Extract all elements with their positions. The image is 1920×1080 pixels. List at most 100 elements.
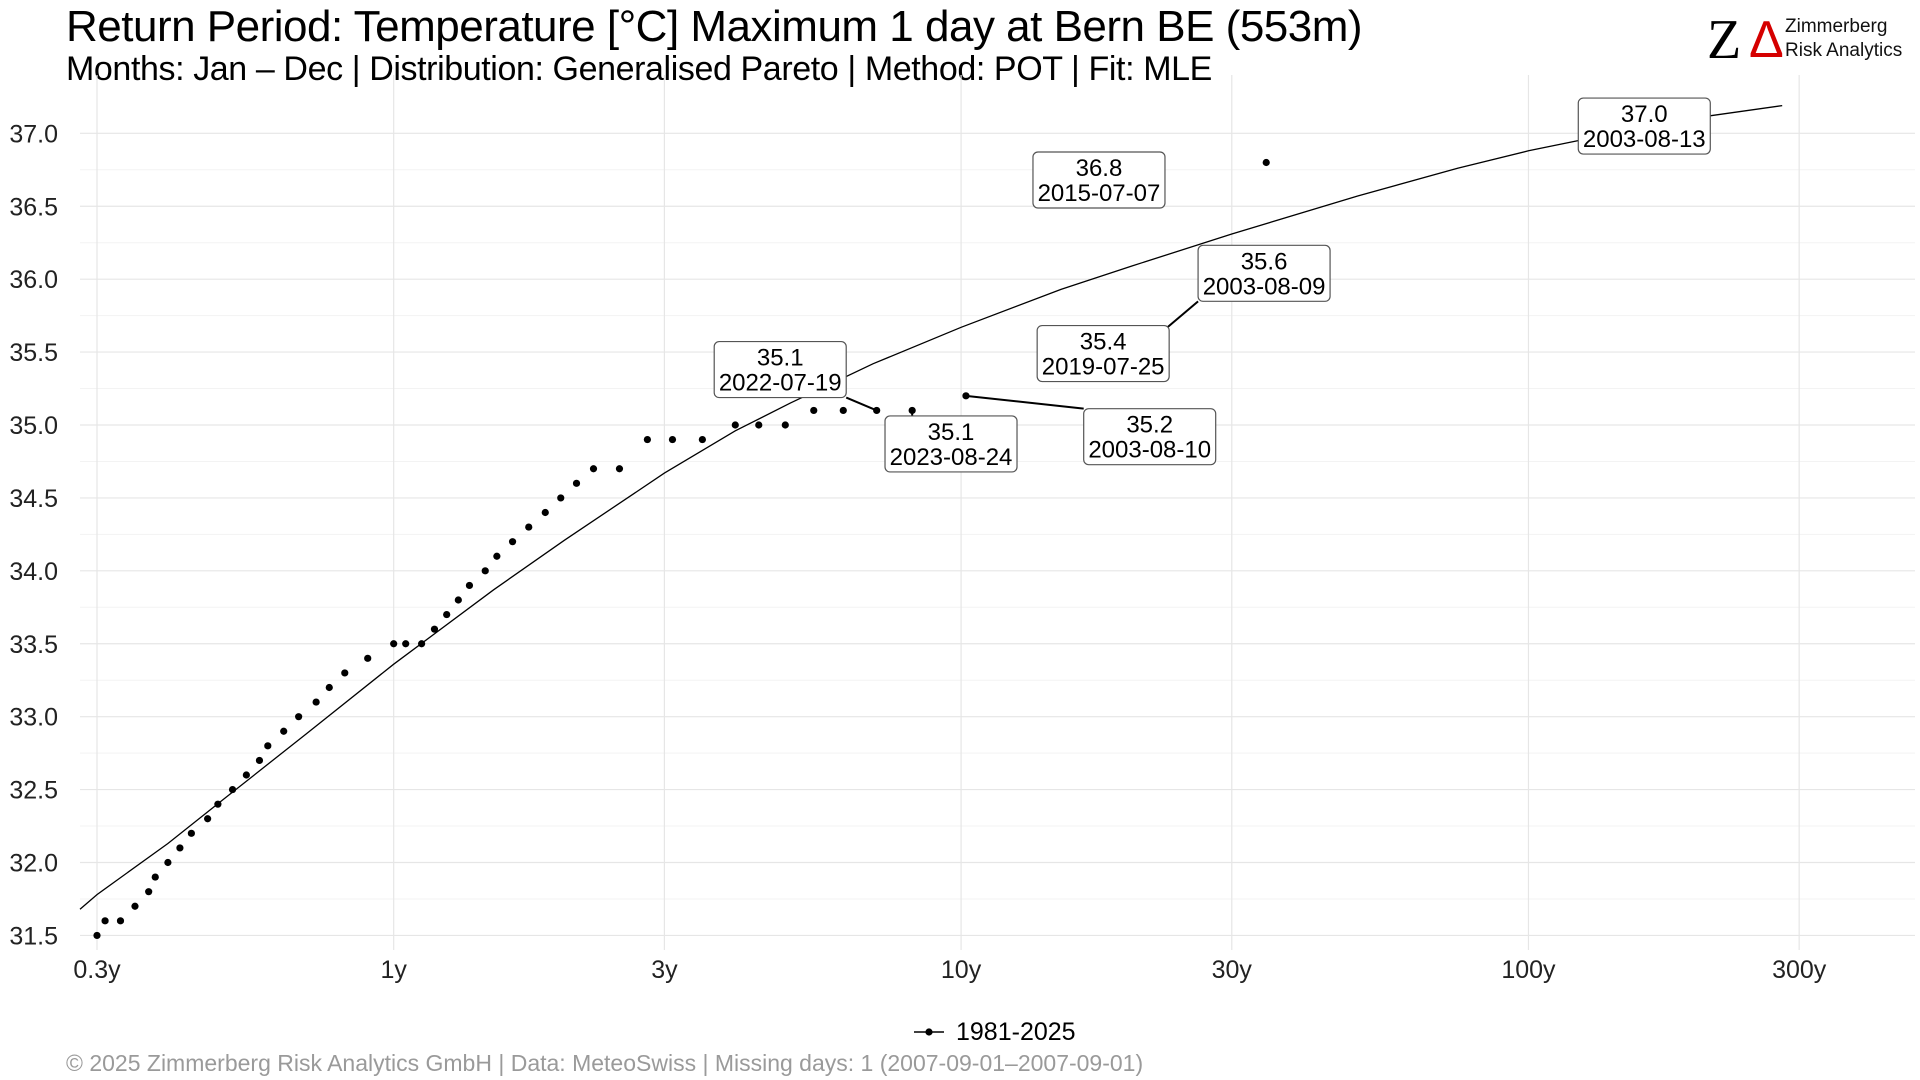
annotation-value: 35.6 [1241,248,1288,275]
y-tick-label: 37.0 [9,120,58,148]
data-point [589,465,598,473]
annotation-date: 2019-07-25 [1042,354,1165,381]
data-point [145,888,153,896]
y-tick-label: 33.0 [9,704,58,732]
data-point [116,917,125,925]
data-point [255,756,264,765]
y-tick-label: 32.0 [9,850,58,878]
annotation-box [713,340,847,399]
annotation-value: 35.2 [1126,412,1173,439]
data-point [755,421,763,429]
data-point [295,713,303,721]
annotation-value: 36.8 [1076,155,1123,182]
data-point [101,917,109,925]
data-point [176,844,184,852]
logo-delta-icon: Δ [1749,11,1784,69]
annotation-date: 2022-07-19 [719,370,842,397]
y-tick-label: 35.0 [9,412,58,440]
chart-title: Return Period: Temperature [°C] Maximum … [66,2,1363,51]
legend-key-icon [914,1028,944,1036]
y-tick-label: 32.5 [9,777,58,805]
annotation-leader-line [965,394,1084,410]
annotation-date: 2023-08-24 [890,444,1013,471]
data-point [418,640,426,648]
data-point [242,771,250,779]
data-point [493,552,501,560]
annotation-box [1197,244,1331,302]
data-point [1262,158,1270,167]
data-point [454,596,462,604]
annotation-date: 2015-07-07 [1038,180,1161,207]
data-point [465,581,474,590]
annotation-box [1032,151,1166,209]
annotation-box [1083,408,1217,466]
x-tick-label: 1y [380,956,407,984]
data-point [525,523,533,531]
data-point [731,421,739,429]
annotation-value: 37.0 [1621,101,1668,128]
footer-caption: © 2025 Zimmerberg Risk Analytics GmbH | … [66,1050,1144,1076]
annotation-box [884,415,1018,473]
data-point [187,829,195,837]
data-point [508,538,517,546]
annotation-value: 35.1 [757,345,804,372]
data-point [228,785,237,794]
data-point [541,508,549,517]
x-tick-label: 3y [651,956,678,984]
annotation-date: 2003-08-09 [1203,273,1326,300]
annotation-value: 35.1 [928,419,975,446]
data-point [643,435,651,444]
logo-z-mark: Z [1707,9,1742,71]
data-point [572,479,581,487]
x-tick-label: 100y [1501,956,1556,984]
logo-tagline: Risk Analytics [1785,40,1903,61]
y-tick-label: 34.0 [9,558,58,586]
data-point [557,494,565,502]
data-point [131,902,139,910]
logo-name: Zimmerberg [1785,16,1888,37]
annotation-leader-line [845,396,878,412]
y-tick-label: 33.5 [9,631,58,659]
data-point [839,406,847,415]
data-point [280,727,288,735]
data-point [214,800,222,808]
chart-subtitle: Months: Jan – Dec | Distribution: Genera… [66,50,1212,88]
x-tick-label: 30y [1212,956,1253,984]
legend-label: 1981-2025 [956,1018,1076,1046]
data-point [390,640,398,648]
data-point [264,742,272,750]
data-point [698,435,706,444]
y-tick-label: 31.5 [9,922,58,950]
annotation-date: 2003-08-10 [1088,437,1211,464]
return-period-chart: 31.5 32.0 32.5 33.0 33.5 34.0 34.5 35.0 35.5 36.0… [9,75,1915,984]
fit-curve [79,104,1783,910]
data-point [668,435,677,444]
data-point [164,858,172,867]
x-tick-label: 0.3y [73,956,121,984]
x-tick-label: 10y [941,956,982,984]
annotation-date: 2003-08-13 [1583,126,1706,153]
company-logo: Z Δ Zimmerberg Risk Analytics [1705,10,1905,70]
data-point [481,567,489,575]
data-point [781,421,789,429]
data-point [341,669,349,677]
annotation-box [1577,97,1711,155]
data-point [615,465,624,473]
annotation-box [1036,324,1170,383]
data-point [364,654,372,662]
data-point [443,610,451,619]
y-tick-label: 36.0 [9,266,58,294]
data-point [810,406,818,415]
data-point [430,625,439,633]
data-point [204,815,212,823]
data-point [402,640,410,648]
data-point [151,873,159,881]
y-tick-label: 35.5 [9,339,58,367]
y-tick-label: 34.5 [9,485,58,513]
data-point [325,683,333,692]
annotation-value: 35.4 [1080,329,1127,356]
data-point [93,931,101,940]
x-tick-label: 300y [1772,956,1827,984]
y-tick-label: 36.5 [9,193,58,221]
